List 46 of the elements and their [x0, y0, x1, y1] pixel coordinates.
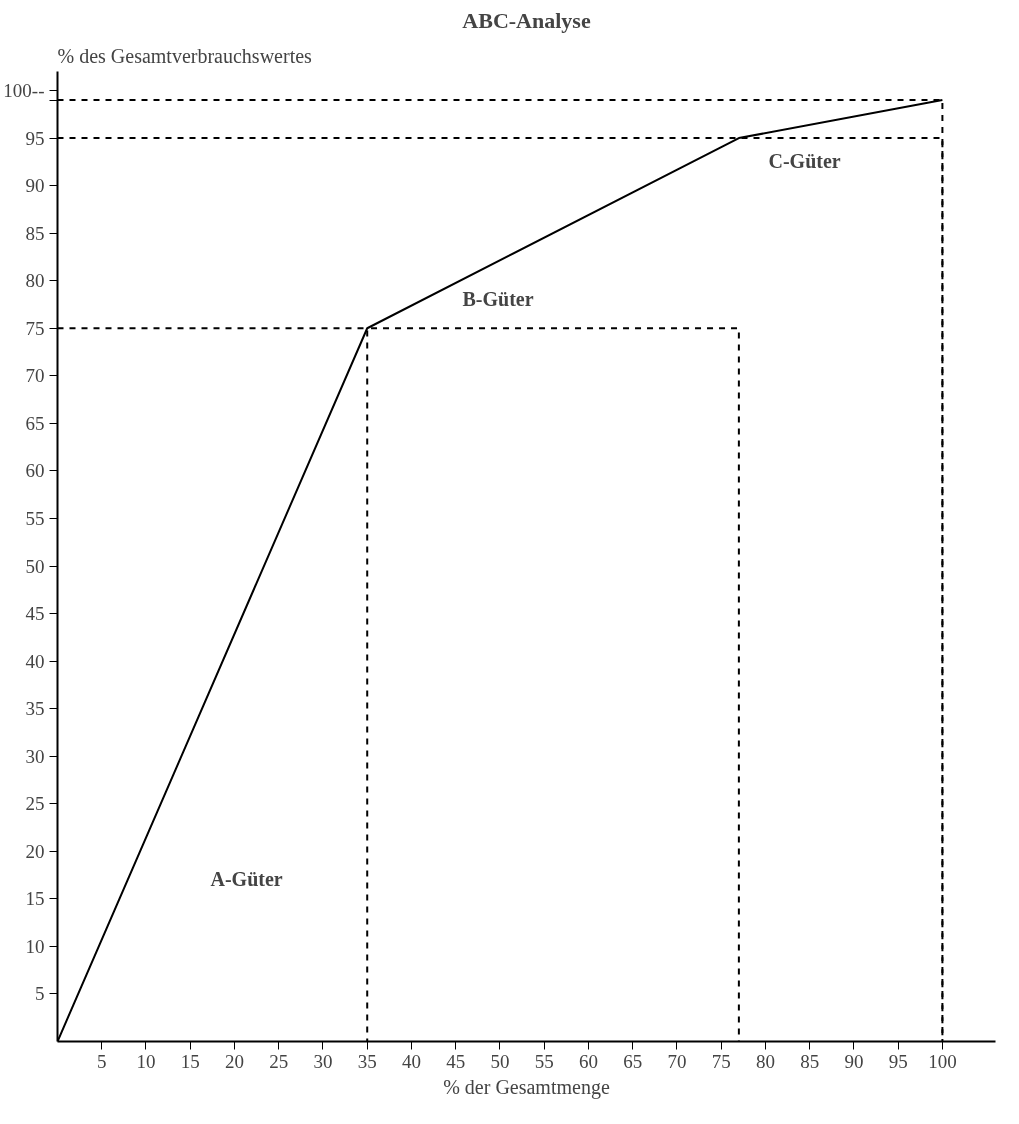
y-tick-label: 30 [25, 745, 45, 767]
chart-title: ABC-Analyse [462, 7, 591, 33]
annotation: C-Güter [768, 150, 841, 173]
y-tick-label: 25 [25, 793, 45, 815]
y-tick-label: 35 [25, 698, 45, 720]
x-axis-title: % der Gesamtmenge [443, 1075, 610, 1099]
y-tick-label: 50 [25, 555, 45, 577]
y-tick-label: 100-- [3, 80, 45, 102]
x-tick-label: 75 [711, 1050, 731, 1072]
x-tick-label: 95 [888, 1050, 908, 1072]
x-tick-label: 35 [357, 1050, 377, 1072]
x-tick-label: 20 [224, 1050, 244, 1072]
x-tick-label: 45 [446, 1050, 466, 1072]
annotation: B-Güter [462, 288, 534, 310]
y-axis-title: % des Gesamtverbrauchswertes [57, 44, 313, 67]
x-tick-label: 100 [928, 1050, 957, 1072]
y-tick-label: 55 [25, 507, 45, 529]
y-tick-label: 20 [25, 840, 45, 862]
x-tick-label: 5 [97, 1050, 107, 1072]
x-tick-label: 90 [844, 1050, 864, 1072]
x-tick-label: 60 [578, 1050, 598, 1072]
x-tick-label: 65 [623, 1050, 643, 1072]
y-tick-label: 85 [25, 222, 45, 244]
y-tick-label: 60 [25, 460, 45, 482]
x-tick-label: 25 [269, 1050, 289, 1072]
x-tick-label: 70 [667, 1050, 687, 1072]
y-tick-label: 45 [25, 603, 45, 625]
y-tick-label: 95 [25, 127, 45, 149]
y-tick-label: 65 [25, 412, 45, 434]
x-tick-label: 55 [534, 1050, 554, 1072]
x-tick-label: 50 [490, 1050, 510, 1072]
y-tick-label: 70 [25, 365, 45, 387]
y-tick-label: 90 [25, 175, 45, 197]
x-tick-label: 30 [313, 1050, 333, 1072]
annotation: A-Güter [210, 867, 283, 890]
y-tick-label: 10 [25, 935, 45, 957]
x-tick-label: 15 [180, 1050, 200, 1072]
x-tick-label: 40 [401, 1050, 421, 1072]
y-tick-label: 5 [35, 983, 45, 1005]
x-tick-label: 10 [136, 1050, 156, 1072]
y-tick-label: 15 [25, 888, 45, 910]
y-tick-label: 40 [25, 650, 45, 672]
y-tick-label: 75 [25, 317, 45, 339]
x-tick-label: 85 [800, 1050, 820, 1072]
y-tick-label: 80 [25, 270, 45, 292]
x-tick-label: 80 [755, 1050, 775, 1072]
